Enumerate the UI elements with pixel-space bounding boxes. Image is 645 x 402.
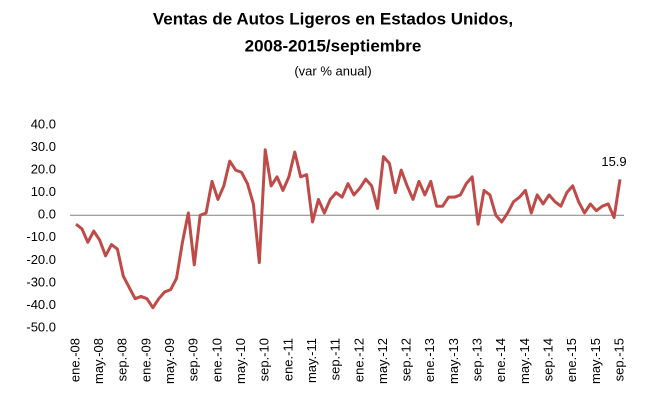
x-tick-label: may.-10 [233,338,248,384]
x-tick-label: ene.-10 [209,338,224,382]
x-tick-label: ene.-15 [564,338,579,382]
x-tick-label: ene.-08 [67,338,82,382]
y-tick-label: -40.0 [26,297,56,312]
x-tick-label: may.-08 [91,338,106,384]
x-tick-label: may.-13 [446,338,461,384]
y-tick-label: 10.0 [31,184,56,199]
x-tick-label: ene.-11 [280,338,295,381]
x-tick-label: sep.-08 [115,338,130,381]
x-tick-label: may.-14 [517,338,532,384]
chart-subtitle: (var % anual) [294,63,371,78]
y-tick-label: 20.0 [31,162,56,177]
x-tick-label: may.-15 [588,338,603,384]
x-tick-label: ene.-09 [138,338,153,382]
x-tick-label: sep.-11 [328,338,343,380]
data-label: 15.9 [601,154,626,169]
y-tick-label: -10.0 [26,229,56,244]
x-tick-label: sep.-10 [257,338,272,381]
x-tick-label: sep.-15 [611,338,626,381]
x-tick-label: may.-09 [162,338,177,384]
chart-title: 2008-2015/septiembre [245,36,422,55]
chart-title: Ventas de Autos Ligeros en Estados Unido… [153,9,513,28]
x-tick-label: sep.-14 [540,338,555,381]
y-tick-label: 30.0 [31,139,56,154]
y-tick-label: -20.0 [26,252,56,267]
x-tick-label: sep.-13 [470,338,485,381]
y-tick-label: -30.0 [26,274,56,289]
x-tick-label: ene.-14 [493,338,508,382]
line-series [75,148,622,310]
y-tick-label: 0.0 [38,207,56,222]
x-tick-label: ene.-12 [351,338,366,382]
y-tick-label: -50.0 [26,319,56,334]
y-tick-label: 40.0 [31,116,56,131]
x-tick-label: sep.-12 [399,338,414,381]
x-tick-label: ene.-13 [422,338,437,382]
x-tick-label: may.-11 [304,338,319,383]
x-tick-label: may.-12 [375,338,390,384]
x-tick-label: sep.-09 [186,338,201,381]
